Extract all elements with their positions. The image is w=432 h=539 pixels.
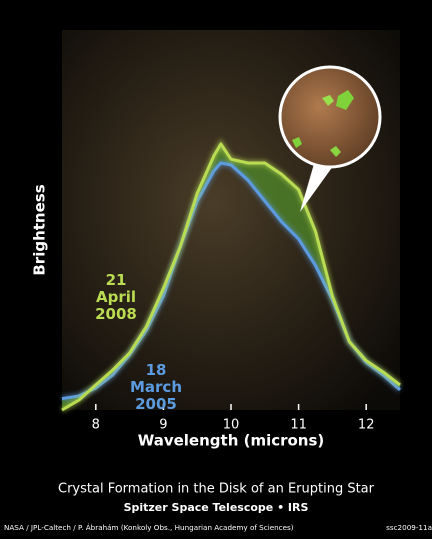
x-tick-label: 11 — [290, 418, 307, 433]
x-tick-label: 10 — [223, 418, 240, 433]
crystal — [292, 137, 302, 148]
series-label: 21 April 2008 — [95, 271, 137, 323]
credit: NASA / JPL-Caltech / P. Ábrahám (Konkoly… — [4, 523, 294, 532]
chart-title: Crystal Formation in the Disk of an Erup… — [58, 482, 375, 497]
x-axis-label: Wavelength (microns) — [138, 432, 325, 450]
inset-circle — [278, 65, 382, 169]
series-label: 18 March 2005 — [129, 361, 183, 413]
x-tick-label: 9 — [159, 418, 167, 433]
image-id: ssc2009-11a — [386, 523, 432, 532]
x-tick-label: 8 — [92, 418, 100, 433]
x-tick-label: 12 — [358, 418, 375, 433]
y-axis-label: Brightness — [31, 184, 49, 275]
crystal — [336, 90, 354, 110]
chart-subtitle: Spitzer Space Telescope • IRS — [124, 501, 309, 514]
inset — [278, 65, 382, 212]
line — [61, 142, 401, 412]
crystal — [330, 146, 341, 157]
crystal — [322, 95, 334, 106]
